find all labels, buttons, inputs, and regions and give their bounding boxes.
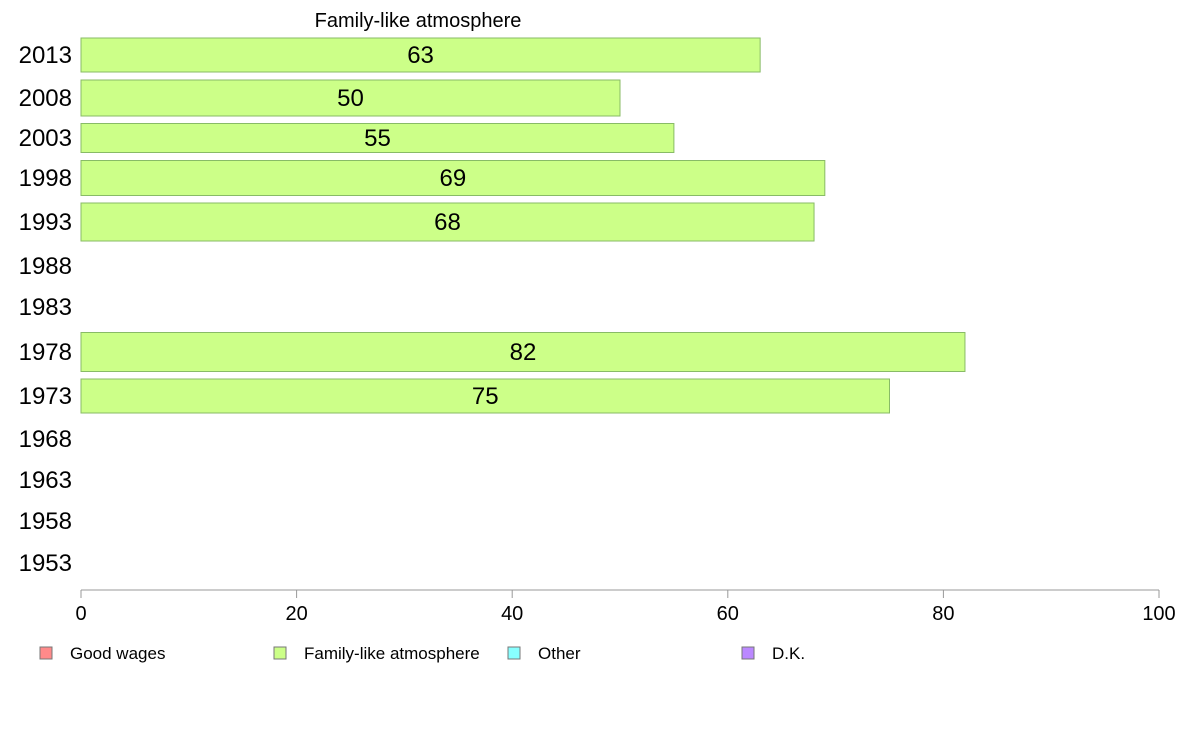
category-label: 1973 xyxy=(19,383,72,410)
category-label: 1953 xyxy=(19,550,72,577)
x-tick-label: 0 xyxy=(75,603,86,625)
y-axis-labels: 2013 2008 2003 1998 1993 1988 1983 1978 1973 1968… xyxy=(19,42,72,577)
legend-swatch xyxy=(507,646,521,660)
legend-label: Good wages xyxy=(70,644,165,663)
x-tick-label: 80 xyxy=(932,603,954,625)
bar-value-label: 69 xyxy=(440,165,467,192)
category-label: 1968 xyxy=(19,426,72,453)
category-label: 1993 xyxy=(19,209,72,236)
bar xyxy=(80,378,890,414)
category-label: 1998 xyxy=(19,165,72,192)
category-label: 1988 xyxy=(19,253,72,280)
category-label: 1983 xyxy=(19,294,72,321)
category-label: 1978 xyxy=(19,339,72,366)
category-label: 1958 xyxy=(19,508,72,535)
x-tick-label: 60 xyxy=(717,603,739,625)
bar xyxy=(80,202,815,242)
category-label: 2013 xyxy=(19,42,72,69)
bar-value-label: 63 xyxy=(407,42,434,69)
x-tick-label: 20 xyxy=(285,603,307,625)
x-axis: 0 20 40 60 80 100 xyxy=(75,589,1176,625)
x-tick-label: 100 xyxy=(1142,603,1175,625)
bar-value-label: 68 xyxy=(434,209,461,236)
bar-value-label: 50 xyxy=(337,85,364,112)
legend-swatch xyxy=(273,646,287,660)
legend-label: Family-like atmosphere xyxy=(304,644,480,663)
x-tick-label: 40 xyxy=(501,603,523,625)
bar-value-label: 75 xyxy=(472,383,499,410)
bar xyxy=(80,332,966,372)
legend-swatch xyxy=(39,646,53,660)
bar xyxy=(80,37,761,73)
bar xyxy=(80,79,621,117)
bar-value-label: 82 xyxy=(510,339,537,366)
category-label: 2003 xyxy=(19,125,72,152)
bar xyxy=(80,123,675,153)
bar xyxy=(80,160,826,196)
category-label: 1963 xyxy=(19,467,72,494)
legend-label: Other xyxy=(538,644,581,663)
chart-title: Family-like atmosphere xyxy=(315,10,522,32)
legend-label: D.K. xyxy=(772,644,805,663)
legend: Good wages Family-like atmosphere Other D.K… xyxy=(39,644,805,663)
bar-value-label: 55 xyxy=(364,125,391,152)
category-label: 2008 xyxy=(19,85,72,112)
legend-swatch xyxy=(741,646,755,660)
